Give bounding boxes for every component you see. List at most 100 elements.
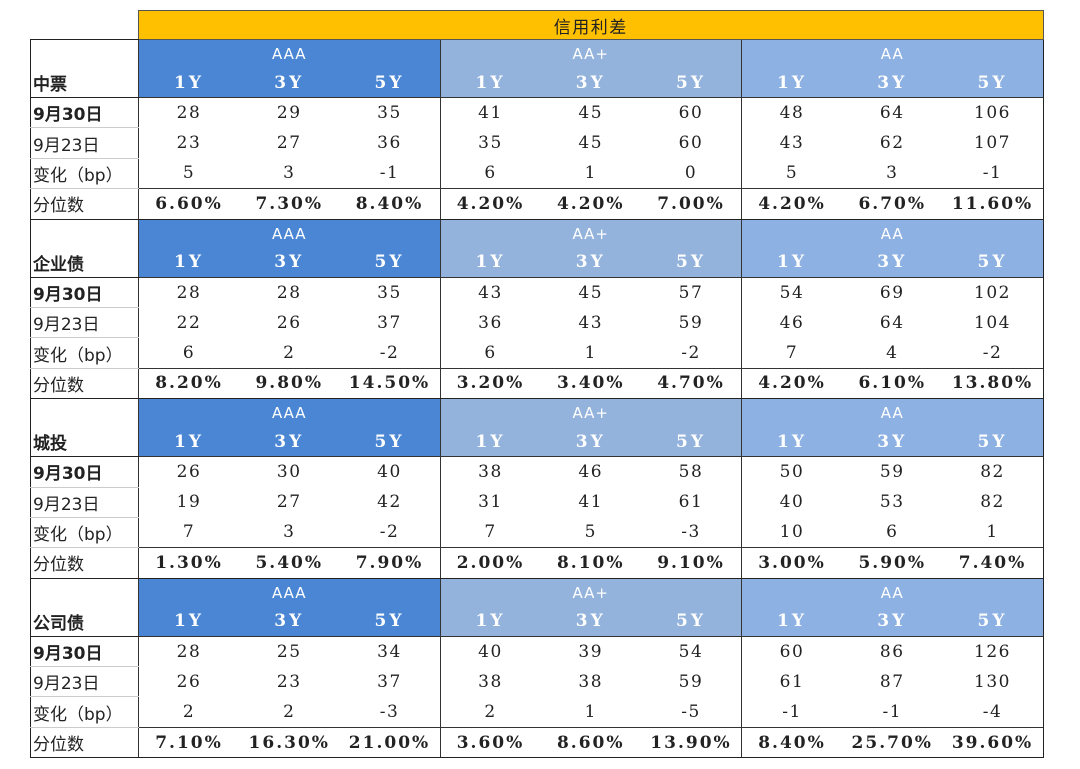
value-cell: 61 bbox=[678, 492, 704, 513]
percentile-cell: 7.30% bbox=[239, 188, 340, 220]
percentile-cell: 3.00% bbox=[741, 547, 842, 579]
percentile-cell: 4.20% bbox=[540, 188, 641, 220]
value-cell: 40 bbox=[741, 487, 842, 518]
grade-label: AAA bbox=[239, 219, 340, 248]
grade-label: AAA bbox=[239, 578, 340, 607]
value-cell: 28 bbox=[138, 276, 239, 308]
value-cell: 82 bbox=[942, 487, 1044, 518]
value-cell: 30 bbox=[239, 456, 340, 488]
grade-header-cell bbox=[942, 578, 1044, 607]
tenor-label: 1Y bbox=[439, 68, 541, 98]
tenor-label: 5Y bbox=[641, 68, 742, 98]
grade-header-cell bbox=[339, 578, 440, 607]
grade-label: AA+ bbox=[540, 39, 641, 68]
value-cell: 1 bbox=[584, 701, 597, 722]
grade-header-cell bbox=[138, 578, 239, 607]
corner-cell bbox=[30, 10, 139, 40]
value-cell: 2 bbox=[283, 701, 296, 722]
percentile-cell: 6.70% bbox=[842, 188, 943, 220]
section-name: 公司债 bbox=[30, 606, 139, 637]
value-cell: 35 bbox=[439, 127, 541, 159]
value-cell: 38 bbox=[439, 666, 541, 697]
tenor-label: 5Y bbox=[339, 427, 440, 457]
value-cell: 107 bbox=[942, 127, 1044, 159]
grade-header-cell bbox=[439, 578, 541, 607]
value-cell: 2 bbox=[439, 696, 541, 728]
value-cell: 54 bbox=[641, 635, 742, 667]
grade-header-cell bbox=[641, 578, 742, 607]
value-cell: 29 bbox=[239, 96, 340, 128]
value-cell: 1 bbox=[584, 163, 597, 184]
value-cell: 10 bbox=[741, 517, 842, 548]
grade-header-cell bbox=[138, 398, 239, 428]
row-label: 变化（bp） bbox=[30, 158, 139, 190]
tenor-label: 1Y bbox=[439, 606, 541, 637]
tenor-label: 3Y bbox=[842, 427, 943, 457]
percentile-cell: 2.00% bbox=[439, 547, 541, 579]
value-cell: 7 bbox=[741, 337, 842, 369]
value-cell: 38 bbox=[439, 456, 541, 488]
value-cell: 59 bbox=[678, 312, 704, 333]
date2-row: 9月23日 22 26 37 36 43 59 46 64 104 bbox=[30, 307, 1044, 339]
percentile-cell: 7.90% bbox=[339, 547, 440, 579]
tenor-label: 5Y bbox=[942, 427, 1044, 457]
grade-header-cell bbox=[942, 219, 1044, 248]
grade-label: AA+ bbox=[540, 219, 641, 248]
value-cell: 3 bbox=[283, 522, 296, 543]
value-cell: 22 bbox=[138, 307, 239, 338]
row-label: 9月30日 bbox=[30, 636, 139, 668]
grade-header-cell bbox=[741, 39, 842, 68]
value-cell: 28 bbox=[138, 635, 239, 667]
tenor-label: 3Y bbox=[239, 427, 340, 457]
tenor-label: 3Y bbox=[540, 427, 641, 457]
value-cell: 1 bbox=[584, 342, 597, 363]
value-cell: 5 bbox=[741, 158, 842, 189]
value-cell: 102 bbox=[942, 276, 1044, 308]
tenor-label: 5Y bbox=[942, 68, 1044, 98]
tenor-label: 3Y bbox=[842, 606, 943, 637]
change-row: 变化（bp） 6 2 -2 6 1 -2 7 4 -2 bbox=[30, 337, 1044, 369]
tenor-label: 5Y bbox=[641, 427, 742, 457]
value-cell: 53 bbox=[879, 492, 905, 513]
percentile-cell: 16.30% bbox=[239, 726, 340, 759]
value-cell: 50 bbox=[741, 456, 842, 488]
percentile-cell: 5.40% bbox=[239, 547, 340, 579]
value-cell: 42 bbox=[377, 492, 402, 513]
tenor-label: 3Y bbox=[239, 247, 340, 278]
grade-header-cell bbox=[741, 398, 842, 428]
percentile-row: 分位数 1.30% 5.40% 7.90% 2.00% 8.10% 9.10% 3.00% 5.… bbox=[30, 547, 1044, 579]
credit-spread-table: 信用利差 AAA AA+ AA 中票 1Y 3Y 5Y 1Y 3Y 5Y 1Y 3Y 5Y 9月30日 28… bbox=[30, 10, 1044, 759]
value-cell: -2 bbox=[681, 342, 701, 363]
change-row: 变化（bp） 2 2 -3 2 1 -5 -1 -1 -4 bbox=[30, 696, 1044, 728]
value-cell: -1 bbox=[882, 701, 903, 722]
value-cell: 4 bbox=[886, 342, 899, 363]
value-cell: 40 bbox=[339, 456, 440, 488]
grade-header-cell bbox=[741, 219, 842, 248]
value-cell: 60 bbox=[641, 96, 742, 128]
tenor-label: 1Y bbox=[741, 68, 842, 98]
percentile-cell: 7.00% bbox=[641, 188, 742, 220]
grade-header-cell bbox=[439, 39, 541, 68]
row-label: 分位数 bbox=[30, 547, 139, 579]
row-label: 分位数 bbox=[30, 367, 139, 400]
grade-label: AA bbox=[842, 398, 943, 428]
value-cell: 0 bbox=[684, 163, 698, 184]
grade-label: AA bbox=[842, 578, 943, 607]
grade-header-cell bbox=[439, 398, 541, 428]
tenor-label: 5Y bbox=[339, 247, 440, 278]
value-cell: 41 bbox=[439, 96, 541, 128]
date2-row: 9月23日 19 27 42 31 41 61 40 53 82 bbox=[30, 487, 1044, 518]
value-cell: 46 bbox=[741, 307, 842, 338]
value-cell: 25 bbox=[239, 635, 340, 667]
value-cell: 34 bbox=[339, 635, 440, 667]
tenor-label: 3Y bbox=[540, 68, 641, 98]
tenor-label: 5Y bbox=[942, 606, 1044, 637]
value-cell: 38 bbox=[578, 671, 604, 692]
section-label-spacer bbox=[30, 398, 139, 428]
tenor-label: 3Y bbox=[842, 247, 943, 278]
percentile-cell: 8.10% bbox=[540, 547, 641, 579]
value-cell: 2 bbox=[283, 342, 296, 363]
value-cell: 7 bbox=[138, 517, 239, 548]
percentile-row: 分位数 8.20% 9.80% 14.50% 3.20% 3.40% 4.70% 4.20% 6… bbox=[30, 367, 1044, 400]
date1-row: 9月30日 28 25 34 40 39 54 60 86 126 bbox=[30, 635, 1044, 668]
